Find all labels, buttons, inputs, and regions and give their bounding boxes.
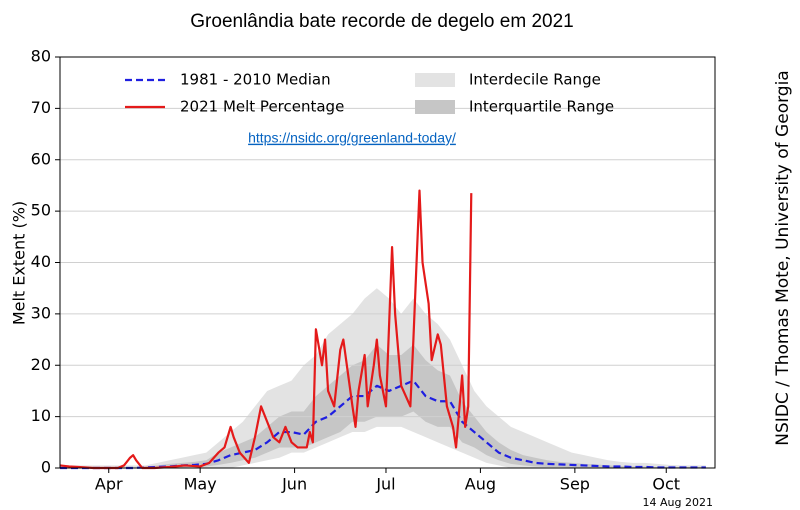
y-tick-label: 0 — [41, 458, 51, 477]
x-tick-label: May — [184, 475, 217, 494]
y-tick-label: 50 — [31, 201, 51, 220]
series-line — [60, 379, 706, 470]
y-tick-label: 30 — [31, 303, 51, 322]
x-tick-label: Jun — [281, 475, 307, 494]
y-tick-label: 40 — [31, 252, 51, 271]
date-label: 14 Aug 2021 — [643, 496, 713, 509]
lines — [59, 189, 706, 470]
bands — [60, 288, 706, 468]
x-tick-label: Oct — [652, 475, 680, 494]
x-tick-label: Sep — [560, 475, 590, 494]
legend-label: 1981 - 2010 Median — [180, 71, 331, 89]
y-tick-label: 60 — [31, 149, 51, 168]
series-line — [59, 189, 473, 470]
x-tick-label: Aug — [465, 475, 496, 494]
y-tick-label: 80 — [31, 47, 51, 66]
chart-title: Groenlândia bate recorde de degelo em 20… — [190, 11, 573, 32]
legend-label: Interdecile Range — [469, 71, 601, 89]
y-tick-label: 20 — [31, 355, 51, 374]
x-tick-label: Jul — [375, 475, 395, 494]
legend-label: 2021 Melt Percentage — [180, 98, 344, 116]
y-axis-label: Melt Extent (%) — [10, 201, 29, 325]
y-tick-label: 70 — [31, 98, 51, 117]
x-tick-label: Apr — [95, 475, 123, 494]
legend-swatch — [415, 73, 455, 87]
legend-swatch — [415, 100, 455, 114]
range-band — [60, 344, 706, 468]
y-tick-label: 10 — [31, 406, 51, 425]
source-link[interactable]: https://nsidc.org/greenland-today/ — [248, 130, 456, 146]
credit: NSIDC / Thomas Mote, University of Georg… — [773, 70, 793, 445]
legend-label: Interquartile Range — [469, 98, 614, 116]
